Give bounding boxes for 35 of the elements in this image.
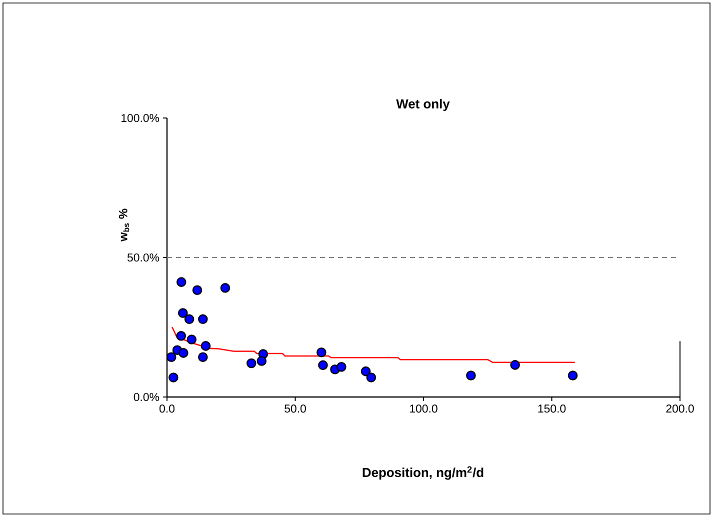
point: [192, 285, 202, 296]
y-tick-label: 50.0%: [127, 253, 160, 262]
y-axis-title: w$_{bs}$ %: [118, 208, 130, 242]
x-tick-label: 150.0: [538, 404, 566, 413]
point: [568, 370, 578, 380]
point: [176, 277, 186, 287]
point: [466, 370, 476, 380]
point: [318, 360, 328, 370]
x-tick-label: 200.0: [666, 404, 694, 413]
point: [184, 314, 194, 324]
x-tick-label: 100.0: [410, 404, 438, 413]
point: [510, 360, 520, 370]
chart-title: Wet only: [396, 98, 450, 112]
point: [366, 372, 376, 382]
point: [198, 352, 208, 362]
point: [186, 334, 197, 344]
point: [200, 341, 211, 351]
point: [176, 331, 186, 341]
point: [220, 283, 230, 293]
y-tick-label: 100.0%: [122, 114, 160, 122]
point: [166, 352, 176, 362]
point: [178, 348, 188, 358]
x-tick-label: 50.0: [284, 404, 306, 413]
point: [178, 308, 188, 318]
x-tick-label: 0.0: [159, 404, 175, 413]
point: [256, 356, 267, 366]
point: [168, 372, 178, 382]
point: [316, 347, 326, 358]
y-tick-label: 0.0%: [134, 392, 160, 402]
point: [246, 358, 256, 368]
point: [336, 362, 346, 372]
line-series: [171, 326, 576, 364]
point: [360, 366, 371, 376]
point: [198, 314, 208, 324]
x-axis-title: Deposition, ng/m$^{2}$/d: [362, 466, 484, 480]
